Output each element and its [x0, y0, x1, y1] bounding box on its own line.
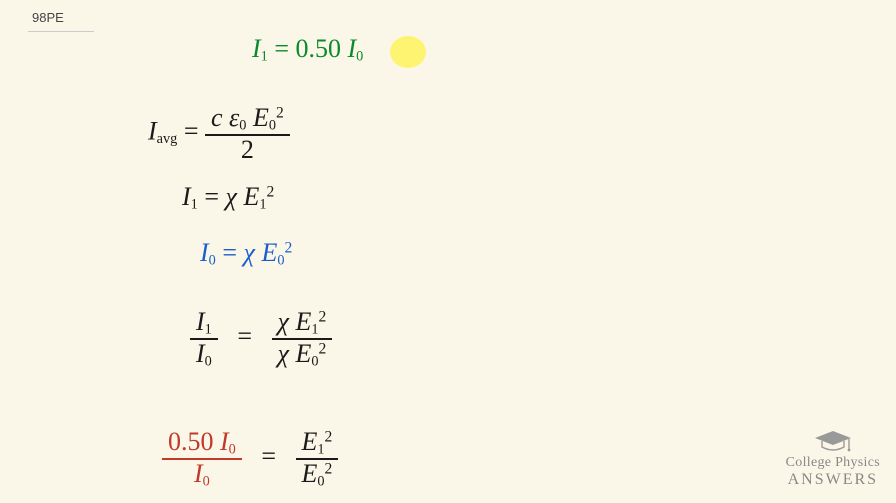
eq5-rnum-E-sub: 1 — [311, 322, 318, 338]
eq4-E-sub: 0 — [277, 253, 284, 269]
eq3-E-sup: 2 — [267, 183, 275, 200]
logo-line2: ANSWERS — [786, 471, 880, 489]
eq2-eps: ε — [229, 103, 239, 132]
eq5-rhs-frac: χ E12 χ E02 — [272, 308, 333, 369]
eq2-avg: avg — [157, 131, 178, 147]
eq5-den-I: I — [196, 339, 205, 368]
eq5-num-I-sub: 1 — [205, 322, 212, 338]
equation-1: I1 = 0.50 I0 — [252, 34, 363, 66]
eq5-rden-chi: χ — [278, 339, 289, 368]
eq6-num-I-sub: 0 — [229, 442, 236, 458]
eq4-chi: χ — [244, 238, 255, 267]
eq6-den-I-sub: 0 — [203, 473, 210, 489]
eq4-equals: = — [222, 238, 237, 267]
equation-2: Iavg = c ε0 E02 2 — [148, 104, 290, 163]
eq5-rnum-E: E — [295, 307, 311, 336]
eq6-rden-E-sup: 2 — [325, 460, 333, 477]
eq1-sub0: 0 — [356, 49, 363, 65]
eq6-rden-E-sub: 0 — [317, 473, 324, 489]
eq5-rnum-E-sup: 2 — [319, 308, 327, 325]
eq2-E-sub: 0 — [269, 118, 276, 134]
graduation-cap-icon — [813, 429, 853, 453]
eq6-coef: 0.50 — [168, 427, 214, 456]
eq6-rden-E: E — [302, 459, 318, 488]
eq4-I: I — [200, 238, 209, 267]
eq5-rden-E-sup: 2 — [319, 340, 327, 357]
equation-4: I0 = χ E02 — [200, 238, 292, 270]
eq6-den-I: I — [194, 459, 203, 488]
eq5-lhs-frac: I1 I0 — [190, 308, 218, 369]
eq2-den: 2 — [205, 134, 290, 163]
eq6-num-I: I — [220, 427, 229, 456]
eq3-I: I — [182, 182, 191, 211]
highlight-marker — [390, 36, 426, 68]
page-root: 98PE I1 = 0.50 I0 Iavg = c ε0 E02 2 I1 =… — [0, 0, 896, 503]
eq5-rnum-chi: χ — [278, 307, 289, 336]
eq2-equals: = — [184, 116, 199, 145]
eq2-c: c — [211, 103, 223, 132]
brand-logo: College Physics ANSWERS — [786, 429, 880, 489]
eq2-I: I — [148, 116, 157, 145]
eq1-coef: 0.50 — [296, 34, 342, 63]
eq3-E-sub: 1 — [259, 197, 266, 213]
eq5-den-I-sub: 0 — [205, 353, 212, 369]
equation-6: 0.50 I0 I0 = E12 E02 — [162, 428, 338, 489]
eq2-fraction: c ε0 E02 2 — [205, 104, 290, 163]
eq1-equals: = — [274, 34, 289, 63]
eq2-E-sup: 2 — [276, 104, 284, 121]
eq6-rnum-E: E — [302, 427, 318, 456]
eq1-sub1: 1 — [261, 49, 268, 65]
eq6-rnum-E-sup: 2 — [325, 428, 333, 445]
eq6-rnum-E-sub: 1 — [317, 442, 324, 458]
eq5-equals: = — [237, 322, 252, 351]
eq3-chi: χ — [226, 182, 237, 211]
logo-line1: College Physics — [786, 455, 880, 471]
eq4-E: E — [261, 238, 277, 267]
eq6-equals: = — [261, 442, 276, 471]
equation-3: I1 = χ E12 — [182, 182, 274, 214]
equation-5: I1 I0 = χ E12 χ E02 — [190, 308, 332, 369]
eq2-E: E — [253, 103, 269, 132]
eq2-eps-sub: 0 — [239, 118, 246, 134]
eq3-equals: = — [204, 182, 219, 211]
eq1-I0: I — [348, 34, 357, 63]
problem-label: 98PE — [28, 8, 94, 32]
eq4-sub: 0 — [209, 253, 216, 269]
eq3-sub: 1 — [191, 197, 198, 213]
eq6-lhs-frac: 0.50 I0 I0 — [162, 428, 242, 489]
eq1-I: I — [252, 34, 261, 63]
eq6-rhs-frac: E12 E02 — [296, 428, 339, 489]
eq5-rden-E-sub: 0 — [311, 353, 318, 369]
eq4-E-sup: 2 — [285, 239, 293, 256]
eq5-num-I: I — [196, 307, 205, 336]
eq5-rden-E: E — [295, 339, 311, 368]
eq3-E: E — [243, 182, 259, 211]
